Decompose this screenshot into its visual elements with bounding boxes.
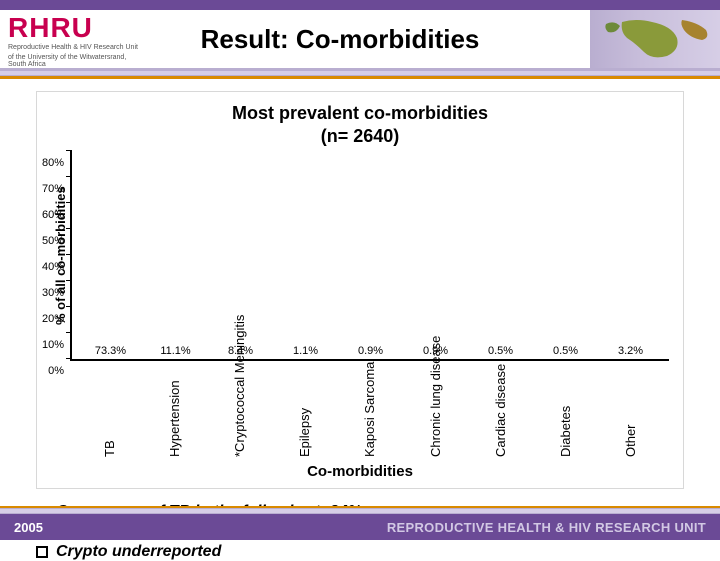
footer: 2005 REPRODUCTIVE HEALTH & HIV RESEARCH … <box>0 506 720 540</box>
x-labels-row: TB Hypertension *Cryptococcal Meningitis Ep… <box>51 361 669 457</box>
header-top-stripe <box>0 0 720 10</box>
y-tick-label: 70% <box>42 183 64 195</box>
x-label: Cardiac disease <box>493 367 508 457</box>
chart-body: % of all co-morbidities 73.3%11.1%8.4%1.… <box>51 151 669 361</box>
bar-value-label: 0.5% <box>553 345 578 357</box>
bar-slot: 73.3% <box>78 345 143 359</box>
plot-area: 73.3%11.1%8.4%1.1%0.9%0.9%0.5%0.5%3.2% 0… <box>70 151 669 361</box>
logo-text: RHRU <box>8 14 142 42</box>
footer-org: REPRODUCTIVE HEALTH & HIV RESEARCH UNIT <box>387 520 706 535</box>
chart-title-line1: Most prevalent co-morbidities <box>232 103 488 123</box>
y-tick-label: 60% <box>42 209 64 221</box>
x-label-slot: Hypertension <box>142 367 207 457</box>
x-label: Epilepsy <box>297 367 312 457</box>
bars-container: 73.3%11.1%8.4%1.1%0.9%0.9%0.5%0.5%3.2% <box>72 151 669 359</box>
bar-slot: 0.5% <box>468 345 533 359</box>
x-axis-title: Co-morbidities <box>51 463 669 480</box>
x-label: Diabetes <box>558 367 573 457</box>
y-tick-label: 10% <box>42 339 64 351</box>
x-label-slot: Epilepsy <box>272 367 337 457</box>
footer-bar: 2005 REPRODUCTIVE HEALTH & HIV RESEARCH … <box>0 514 720 540</box>
x-label-slot: TB <box>77 367 142 457</box>
x-label: *Cryptococcal Meningitis <box>232 367 247 457</box>
y-tick-label: 50% <box>42 235 64 247</box>
bar-slot: 1.1% <box>273 345 338 359</box>
y-tick-label: 80% <box>42 157 64 169</box>
y-tick <box>66 202 72 203</box>
bar-slot: 0.5% <box>533 345 598 359</box>
bar-value-label: 3.2% <box>618 345 643 357</box>
y-tick-label: 0% <box>48 365 64 377</box>
y-tick <box>66 150 72 151</box>
logo-subtitle-2: of the University of the Witwatersrand, … <box>8 54 142 69</box>
bar-slot: 0.9% <box>338 345 403 359</box>
header-accent-line <box>0 76 720 79</box>
x-label-slot: Diabetes <box>533 367 598 457</box>
slide-title-wrap: Result: Co-morbidities <box>150 24 590 55</box>
y-tick <box>66 228 72 229</box>
bar-value-label: 0.9% <box>358 345 383 357</box>
bar-value-label: 0.5% <box>488 345 513 357</box>
header-main: RHRU Reproductive Health & HIV Research … <box>0 10 720 68</box>
bar-value-label: 1.1% <box>293 345 318 357</box>
x-label-slot: Other <box>598 367 663 457</box>
y-tick-label: 20% <box>42 313 64 325</box>
bullet-checkbox-icon <box>36 546 48 558</box>
chart-card: Most prevalent co-morbidities (n= 2640) … <box>36 91 684 489</box>
x-label: Kaposi Sarcoma <box>362 367 377 457</box>
x-label: Other <box>623 367 638 457</box>
y-tick <box>66 332 72 333</box>
y-tick <box>66 176 72 177</box>
bar-slot: 11.1% <box>143 345 208 359</box>
x-label-slot: *Cryptococcal Meningitis <box>207 367 272 457</box>
y-tick-label: 30% <box>42 287 64 299</box>
y-tick-label: 40% <box>42 261 64 273</box>
bullet-text: Crypto underreported <box>56 543 221 561</box>
bar-slot: 3.2% <box>598 345 663 359</box>
bar-value-label: 11.1% <box>160 345 190 357</box>
chart-title: Most prevalent co-morbidities (n= 2640) <box>51 102 669 147</box>
y-tick <box>66 306 72 307</box>
bar-value-label: 73.3% <box>95 345 126 357</box>
logo-subtitle-1: Reproductive Health & HIV Research Unit <box>8 44 142 52</box>
footer-year: 2005 <box>14 520 43 535</box>
bullet-item: Crypto underreported <box>36 543 684 561</box>
y-tick <box>66 254 72 255</box>
y-tick <box>66 280 72 281</box>
y-tick <box>66 358 72 359</box>
globe-graphic <box>590 10 720 68</box>
x-label: Hypertension <box>167 367 182 457</box>
x-label-slot: Chronic lung disease <box>403 367 468 457</box>
x-label: TB <box>102 367 117 457</box>
x-label: Chronic lung disease <box>428 367 443 457</box>
x-label-slot: Kaposi Sarcoma <box>337 367 402 457</box>
chart-title-line2: (n= 2640) <box>321 126 400 146</box>
logo-block: RHRU Reproductive Health & HIV Research … <box>0 10 150 68</box>
globe-africa-icon <box>602 16 712 62</box>
slide-title: Result: Co-morbidities <box>150 24 530 55</box>
x-label-slot: Cardiac disease <box>468 367 533 457</box>
x-labels-inner: TB Hypertension *Cryptococcal Meningitis Ep… <box>77 367 663 457</box>
